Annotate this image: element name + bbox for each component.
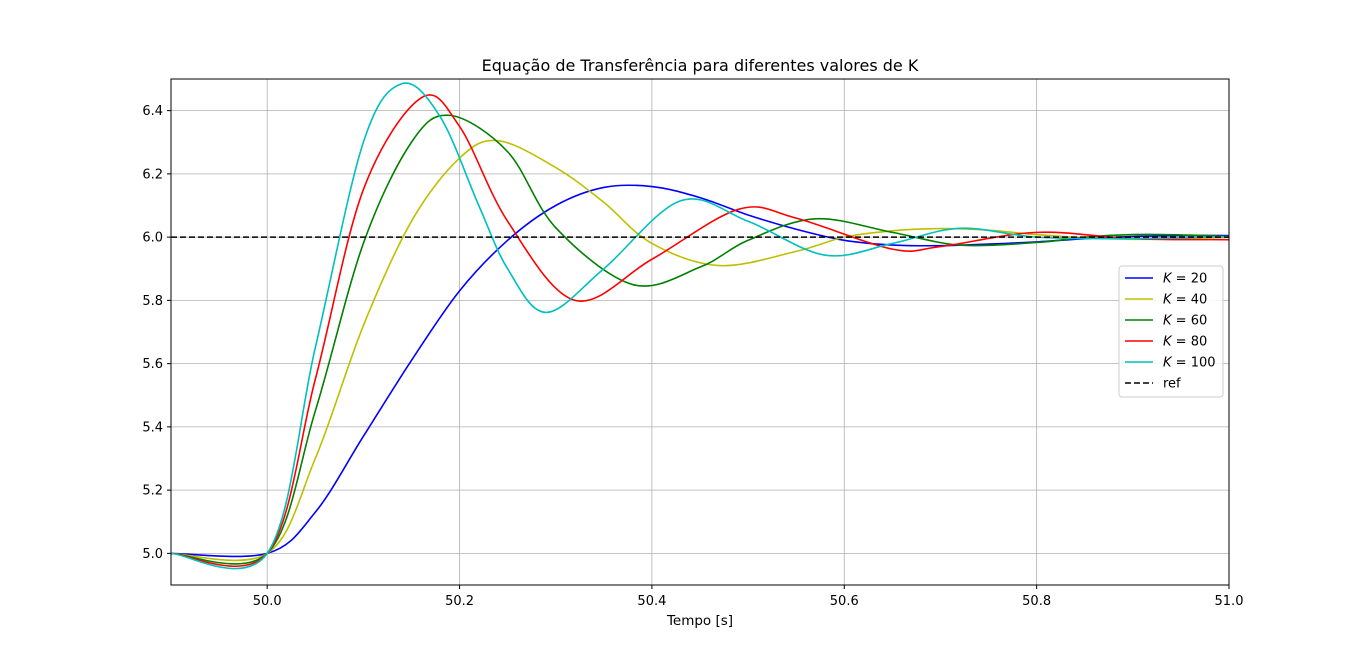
legend-label: K = 80	[1163, 335, 1207, 350]
y-tick-label: 5.4	[142, 420, 163, 435]
axis-ticks: 50.0 50.2 50.4 50.6 50.8 51.0 5.0 5.2 5.4 5.6 5.8 6…	[142, 104, 1243, 609]
x-tick-label: 50.8	[1022, 594, 1051, 609]
x-tick-label: 51.0	[1215, 594, 1244, 609]
legend-label: K = 40	[1163, 293, 1207, 308]
legend: K = 20 K = 40 K = 60 K = 80 K = 100 ref	[1118, 265, 1224, 398]
plot-area	[171, 79, 1229, 585]
y-tick-label: 6.0	[142, 231, 163, 246]
y-tick-label: 5.0	[142, 547, 163, 562]
chart-title: Equação de Transferência para diferentes…	[482, 56, 919, 75]
x-axis-label: Tempo [s]	[666, 613, 733, 629]
x-tick-label: 50.6	[830, 594, 859, 609]
series-line-2	[171, 114, 1229, 565]
y-tick-label: 5.2	[142, 484, 163, 499]
legend-label: K = 20	[1163, 272, 1207, 287]
y-tick-label: 5.6	[142, 357, 163, 372]
plot-frame	[170, 78, 1230, 586]
series-lines	[171, 82, 1229, 570]
grid-lines	[171, 79, 1230, 585]
y-tick-label: 5.8	[142, 294, 163, 309]
y-tick-label: 6.4	[142, 104, 163, 119]
series-line-4	[171, 82, 1229, 570]
series-line-3	[171, 94, 1229, 567]
y-tick-label: 6.2	[142, 167, 163, 182]
x-tick-label: 50.2	[445, 594, 474, 609]
x-tick-label: 50.0	[253, 594, 282, 609]
x-tick-label: 50.4	[637, 594, 666, 609]
legend-label: K = 60	[1163, 314, 1207, 329]
legend-label: K = 100	[1163, 356, 1216, 371]
legend-label: ref	[1163, 377, 1181, 392]
